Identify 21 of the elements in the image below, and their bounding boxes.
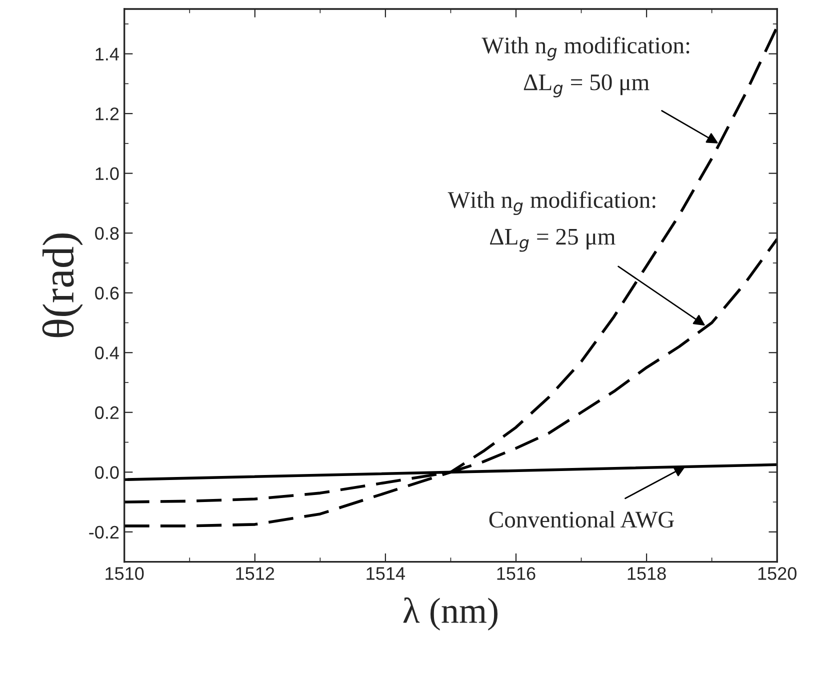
y-tick-label: 0.4 [95,346,119,360]
x-tick-label: 1516 [497,567,536,580]
y-tick-label: -0.2 [89,526,119,539]
y-tick-label: 1.0 [96,167,119,180]
x-tick-label: 1518 [628,567,666,580]
x-tick-label: 1520 [758,567,796,580]
annotation: With n$_{g}$ modification: ΔL$_{g}$ = 50 μm [482,36,690,98]
annotation: With n$_{g}$ modification: ΔL$_{g}$ = 25 μm [448,191,656,252]
x-tick-label: 1514 [366,567,405,580]
annotation: Conventional AWG [489,511,674,528]
line-series [124,26,778,528]
x-axis-title: λ (nm) [403,597,498,630]
y-tick-label: 0.8 [95,227,119,240]
x-tick-label: 1512 [236,567,274,580]
y-tick-label: 0.0 [95,466,119,479]
y-tick-label: 0.2 [95,406,119,420]
y-axis-title: θ(rad) [42,234,83,338]
y-tick-label: 1.2 [96,108,119,120]
x-tick-label: 1510 [106,567,144,580]
y-tick-label: 0.6 [95,286,119,300]
y-tick-label: 1.4 [96,48,119,60]
